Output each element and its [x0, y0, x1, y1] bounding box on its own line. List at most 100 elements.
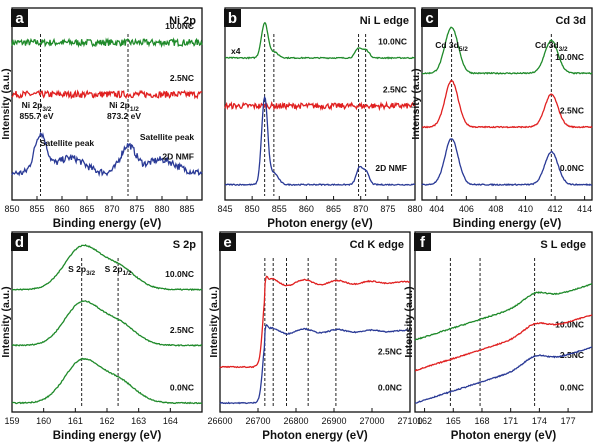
panel-title: Cd 3d [555, 15, 586, 27]
panel-letter-badge [219, 233, 236, 251]
peak-label-subscript: 3/2 [559, 46, 568, 53]
panel-letter: e [223, 234, 231, 251]
series-line-0.0NC [415, 346, 593, 404]
x-tick-label: 870 [104, 204, 119, 214]
x-tick-label: 404 [429, 204, 444, 214]
series-line-2.5NC [224, 100, 416, 112]
series-label: 2.5NC [560, 350, 584, 360]
y-axis-label: Intensity (a.u.) [0, 286, 12, 357]
x-tick-label: 174 [532, 416, 547, 426]
x-tick-label: 171 [503, 416, 518, 426]
panel-c: c Cd 3d 404 406 408 410 412 414 Binding energy (… [410, 7, 593, 230]
peak-label-subscript: 3/2 [42, 106, 51, 113]
x-tick-label: 412 [548, 204, 563, 214]
series-label: 2.5NC [170, 325, 194, 335]
series-line-2D NMF [11, 131, 203, 177]
panel-letter: d [15, 234, 24, 251]
x-tick-label: 850 [245, 204, 260, 214]
x-tick-label: 406 [459, 204, 474, 214]
panel-title: S L edge [540, 239, 586, 251]
x-axis-label: Photon energy (eV) [267, 218, 373, 230]
series-label: 10.0NC [378, 36, 407, 46]
y-axis-label: Intensity (a.u.) [208, 286, 220, 357]
x-tick-label: 865 [326, 204, 341, 214]
plot-frame [224, 7, 416, 201]
peak-label-subscript: 3/2 [86, 270, 95, 277]
series-label: 2D NMF [162, 152, 194, 162]
series-line-10.0NC [414, 283, 593, 341]
series-label: 2.5NC [383, 84, 407, 94]
x-tick-label: 159 [4, 416, 19, 426]
annotation: x4 [231, 46, 241, 56]
series-line-2D NMF [224, 95, 415, 187]
panel-e: e Cd K edge 26600 26700 26800 26900 27000 27100… [207, 231, 423, 442]
series-label: 0.0NC [560, 163, 584, 173]
series-line-10.0NC [421, 26, 593, 75]
annotation: Satellite peak [140, 132, 195, 142]
series-label: 10.0NC [165, 269, 194, 279]
panel-letter: b [228, 10, 237, 27]
peak-label-subscript: 1/2 [123, 270, 132, 277]
series-label: 2.5NC [378, 346, 402, 356]
series-line-0.0NC [11, 357, 203, 405]
y-axis-label: Intensity (a.u.) [0, 68, 12, 139]
x-tick-label: 164 [163, 416, 178, 426]
series-line-0.0NC [421, 138, 592, 187]
series-line-2.5NC [11, 300, 203, 347]
x-tick-label: 860 [299, 204, 314, 214]
x-tick-label: 865 [79, 204, 94, 214]
x-tick-label: 855 [272, 204, 287, 214]
plot-frame [219, 231, 411, 413]
panel-letter-badge [11, 233, 28, 251]
x-tick-label: 885 [179, 204, 194, 214]
x-tick-label: 162 [417, 416, 432, 426]
x-tick-label: 161 [68, 416, 83, 426]
x-tick-label: 408 [488, 204, 503, 214]
peak-value: 855.7 eV [19, 111, 53, 121]
series-line-2.5NC [414, 314, 593, 372]
x-tick-label: 177 [561, 416, 576, 426]
plot-frame [11, 7, 203, 201]
x-tick-label: 26800 [283, 416, 308, 426]
series-label: 10.0NC [555, 52, 584, 62]
peak-value: 873.2 eV [107, 111, 141, 121]
x-tick-label: 162 [99, 416, 114, 426]
x-axis-label: Photon energy (eV) [451, 430, 557, 442]
x-tick-label: 26600 [207, 416, 232, 426]
x-tick-label: 26700 [245, 416, 270, 426]
series-line-10.0NC [11, 243, 203, 292]
x-tick-label: 414 [577, 204, 592, 214]
peak-label-subscript: 5/2 [459, 46, 468, 53]
plot-frame [421, 7, 593, 201]
x-tick-label: 160 [36, 416, 51, 426]
panel-title: Ni 2p [169, 15, 196, 27]
x-tick-label: 27000 [359, 416, 384, 426]
panel-letter-badge [11, 9, 28, 27]
panel-a: a Ni 2p 850 855 860 865 870 875 880 885 Binding en… [0, 7, 203, 230]
series-line-10.0NC [11, 37, 203, 48]
series-line-2.5NC [421, 79, 593, 129]
panel-letter-badge [421, 9, 438, 27]
x-tick-label: 880 [407, 204, 422, 214]
panel-letter: f [420, 234, 426, 251]
panel-b: b Ni L edge 845 850 855 860 865 870 875 880 Photon… [217, 7, 423, 230]
series-label: 10.0NC [555, 319, 584, 329]
x-tick-label: 880 [154, 204, 169, 214]
x-tick-label: 26900 [321, 416, 346, 426]
x-tick-label: 850 [4, 204, 19, 214]
series-label: 0.0NC [560, 382, 584, 392]
x-axis-label: Photon energy (eV) [262, 430, 368, 442]
x-tick-label: 27100 [397, 416, 422, 426]
x-tick-label: 410 [518, 204, 533, 214]
x-axis-label: Binding energy (eV) [453, 218, 562, 230]
series-line-0.0NC [219, 323, 410, 405]
x-tick-label: 870 [353, 204, 368, 214]
panel-letter: a [15, 10, 24, 27]
x-tick-label: 168 [474, 416, 489, 426]
x-tick-label: 845 [217, 204, 232, 214]
panel-letter: c [425, 10, 433, 27]
series-label: 2D NMF [375, 163, 407, 173]
series-label: 2.5NC [170, 73, 194, 83]
plot-frame [414, 231, 593, 413]
